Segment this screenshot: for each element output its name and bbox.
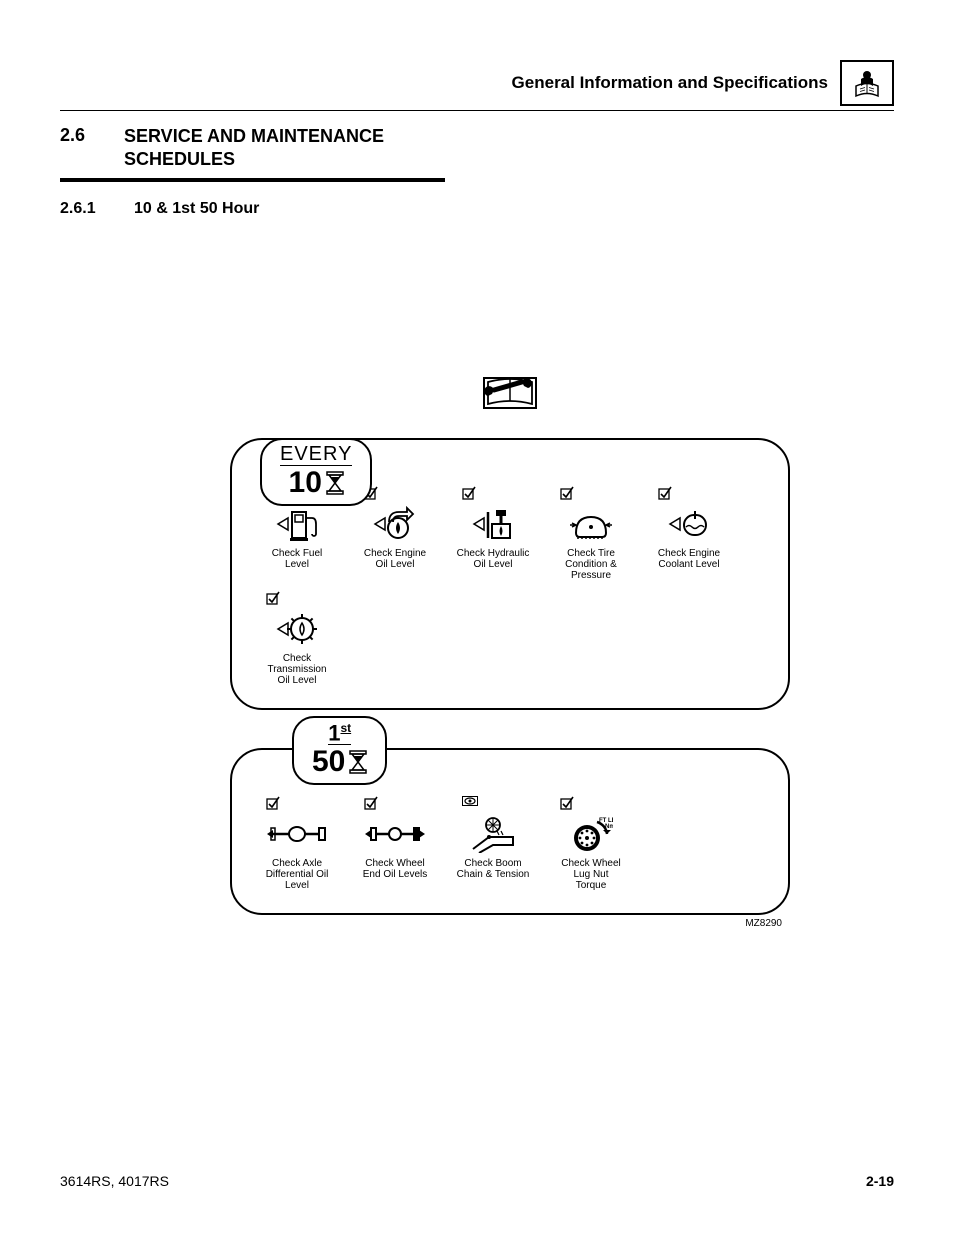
item-label: Level bbox=[248, 880, 346, 891]
every-10-group: EVERY 10 bbox=[230, 438, 790, 710]
first-value: 50 bbox=[312, 747, 345, 777]
lug-nut-torque-icon: FT LBS Nm bbox=[569, 814, 613, 854]
service-manual-icon bbox=[478, 370, 542, 412]
hydraulic-icon bbox=[472, 506, 514, 542]
header-rule bbox=[60, 110, 894, 111]
item-label: Check bbox=[248, 653, 346, 664]
checkbox-icon bbox=[266, 796, 280, 810]
hourglass-icon bbox=[349, 750, 367, 774]
item-label: Pressure bbox=[542, 570, 640, 581]
wheel-end-icon bbox=[365, 822, 425, 846]
page-header: General Information and Specifications bbox=[60, 60, 894, 106]
item-label: Oil Level bbox=[248, 675, 346, 686]
section-heading: 2.6 SERVICE AND MAINTENANCE SCHEDULES bbox=[60, 125, 894, 170]
item-label: Check Axle bbox=[248, 858, 346, 869]
item-label: Check Fuel bbox=[248, 548, 346, 559]
checkbox-icon bbox=[560, 796, 574, 810]
check-tire-item: Check Tire Condition & Pressure bbox=[542, 486, 640, 581]
check-hydraulic-oil-item: Check Hydraulic Oil Level bbox=[444, 486, 542, 581]
section-rule bbox=[60, 178, 445, 182]
section-title-block: SERVICE AND MAINTENANCE SCHEDULES bbox=[124, 125, 384, 170]
footer-model: 3614RS, 4017RS bbox=[60, 1173, 169, 1189]
check-axle-diff-item: Check Axle Differential Oil Level bbox=[248, 796, 346, 891]
operator-manual-icon bbox=[840, 60, 894, 106]
boom-chain-icon bbox=[469, 815, 517, 853]
check-lug-nut-item: FT LBS Nm Check Wheel Lug Nut Torque bbox=[542, 796, 640, 891]
every-label: EVERY bbox=[280, 444, 352, 466]
item-label: Level bbox=[248, 559, 346, 570]
section-title-line1: SERVICE AND MAINTENANCE bbox=[124, 125, 384, 148]
subsection-number: 2.6.1 bbox=[60, 200, 100, 218]
item-label: Differential Oil bbox=[248, 869, 346, 880]
every-value: 10 bbox=[289, 468, 322, 498]
svg-text:Nm: Nm bbox=[605, 824, 613, 830]
item-label: Check Hydraulic bbox=[444, 548, 542, 559]
header-title: General Information and Specifications bbox=[512, 73, 828, 93]
item-label: Lug Nut bbox=[542, 869, 640, 880]
item-label: Transmission bbox=[248, 664, 346, 675]
item-label: Oil Level bbox=[346, 559, 444, 570]
item-label: Torque bbox=[542, 880, 640, 891]
check-coolant-item: Check Engine Coolant Level bbox=[640, 486, 738, 581]
transmission-icon bbox=[276, 612, 318, 646]
item-label: Chain & Tension bbox=[444, 869, 542, 880]
item-label: Condition & bbox=[542, 559, 640, 570]
section-title-line2: SCHEDULES bbox=[124, 148, 384, 171]
item-label: Coolant Level bbox=[640, 559, 738, 570]
first-label: 1st bbox=[328, 722, 351, 745]
checkbox-icon bbox=[560, 486, 574, 500]
item-label: Check Engine bbox=[346, 548, 444, 559]
item-label: Check Wheel bbox=[542, 858, 640, 869]
checkbox-icon bbox=[658, 486, 672, 500]
checkbox-icon bbox=[364, 796, 378, 810]
item-label: Oil Level bbox=[444, 559, 542, 570]
coolant-icon bbox=[668, 507, 710, 541]
first-50-items: Check Axle Differential Oil Level bbox=[248, 796, 772, 901]
fuel-pump-icon bbox=[276, 506, 318, 542]
first-50-pill: 1st 50 bbox=[292, 716, 387, 785]
oil-can-icon bbox=[373, 506, 417, 542]
maintenance-diagram: EVERY 10 bbox=[230, 370, 790, 915]
page-footer: 3614RS, 4017RS 2-19 bbox=[60, 1173, 894, 1189]
subsection-heading: 2.6.1 10 & 1st 50 Hour bbox=[60, 200, 894, 218]
every-10-items: Check Fuel Level Check Engine bbox=[248, 486, 772, 696]
item-label: Check Tire bbox=[542, 548, 640, 559]
item-label: Check Boom bbox=[444, 858, 542, 869]
check-transmission-oil-item: Check Transmission Oil Level bbox=[248, 591, 346, 686]
eye-icon bbox=[462, 796, 478, 808]
every-10-pill: EVERY 10 bbox=[260, 438, 372, 506]
subsection-title: 10 & 1st 50 Hour bbox=[134, 200, 259, 218]
check-wheel-end-item: Check Wheel End Oil Levels bbox=[346, 796, 444, 891]
check-boom-chain-item: Check Boom Chain & Tension bbox=[444, 796, 542, 891]
item-label: Check Engine bbox=[640, 548, 738, 559]
item-label: Check Wheel bbox=[346, 858, 444, 869]
checkbox-icon bbox=[266, 591, 280, 605]
figure-ref-code: MZ8290 bbox=[745, 918, 782, 929]
axle-diff-icon bbox=[267, 822, 327, 846]
tire-pressure-icon bbox=[568, 507, 614, 541]
first-50-group: 1st 50 bbox=[230, 748, 790, 915]
footer-page-number: 2-19 bbox=[866, 1173, 894, 1189]
section-number: 2.6 bbox=[60, 125, 100, 146]
item-label: End Oil Levels bbox=[346, 869, 444, 880]
checkbox-icon bbox=[462, 486, 476, 500]
hourglass-icon bbox=[326, 471, 344, 495]
